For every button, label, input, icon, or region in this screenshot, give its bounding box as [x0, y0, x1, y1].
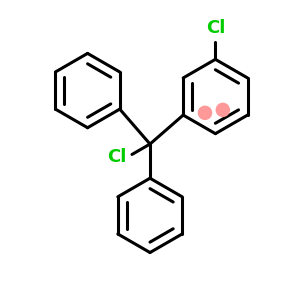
- Text: Cl: Cl: [107, 148, 126, 166]
- Circle shape: [216, 103, 230, 116]
- Text: Cl: Cl: [206, 19, 225, 37]
- Circle shape: [198, 106, 212, 119]
